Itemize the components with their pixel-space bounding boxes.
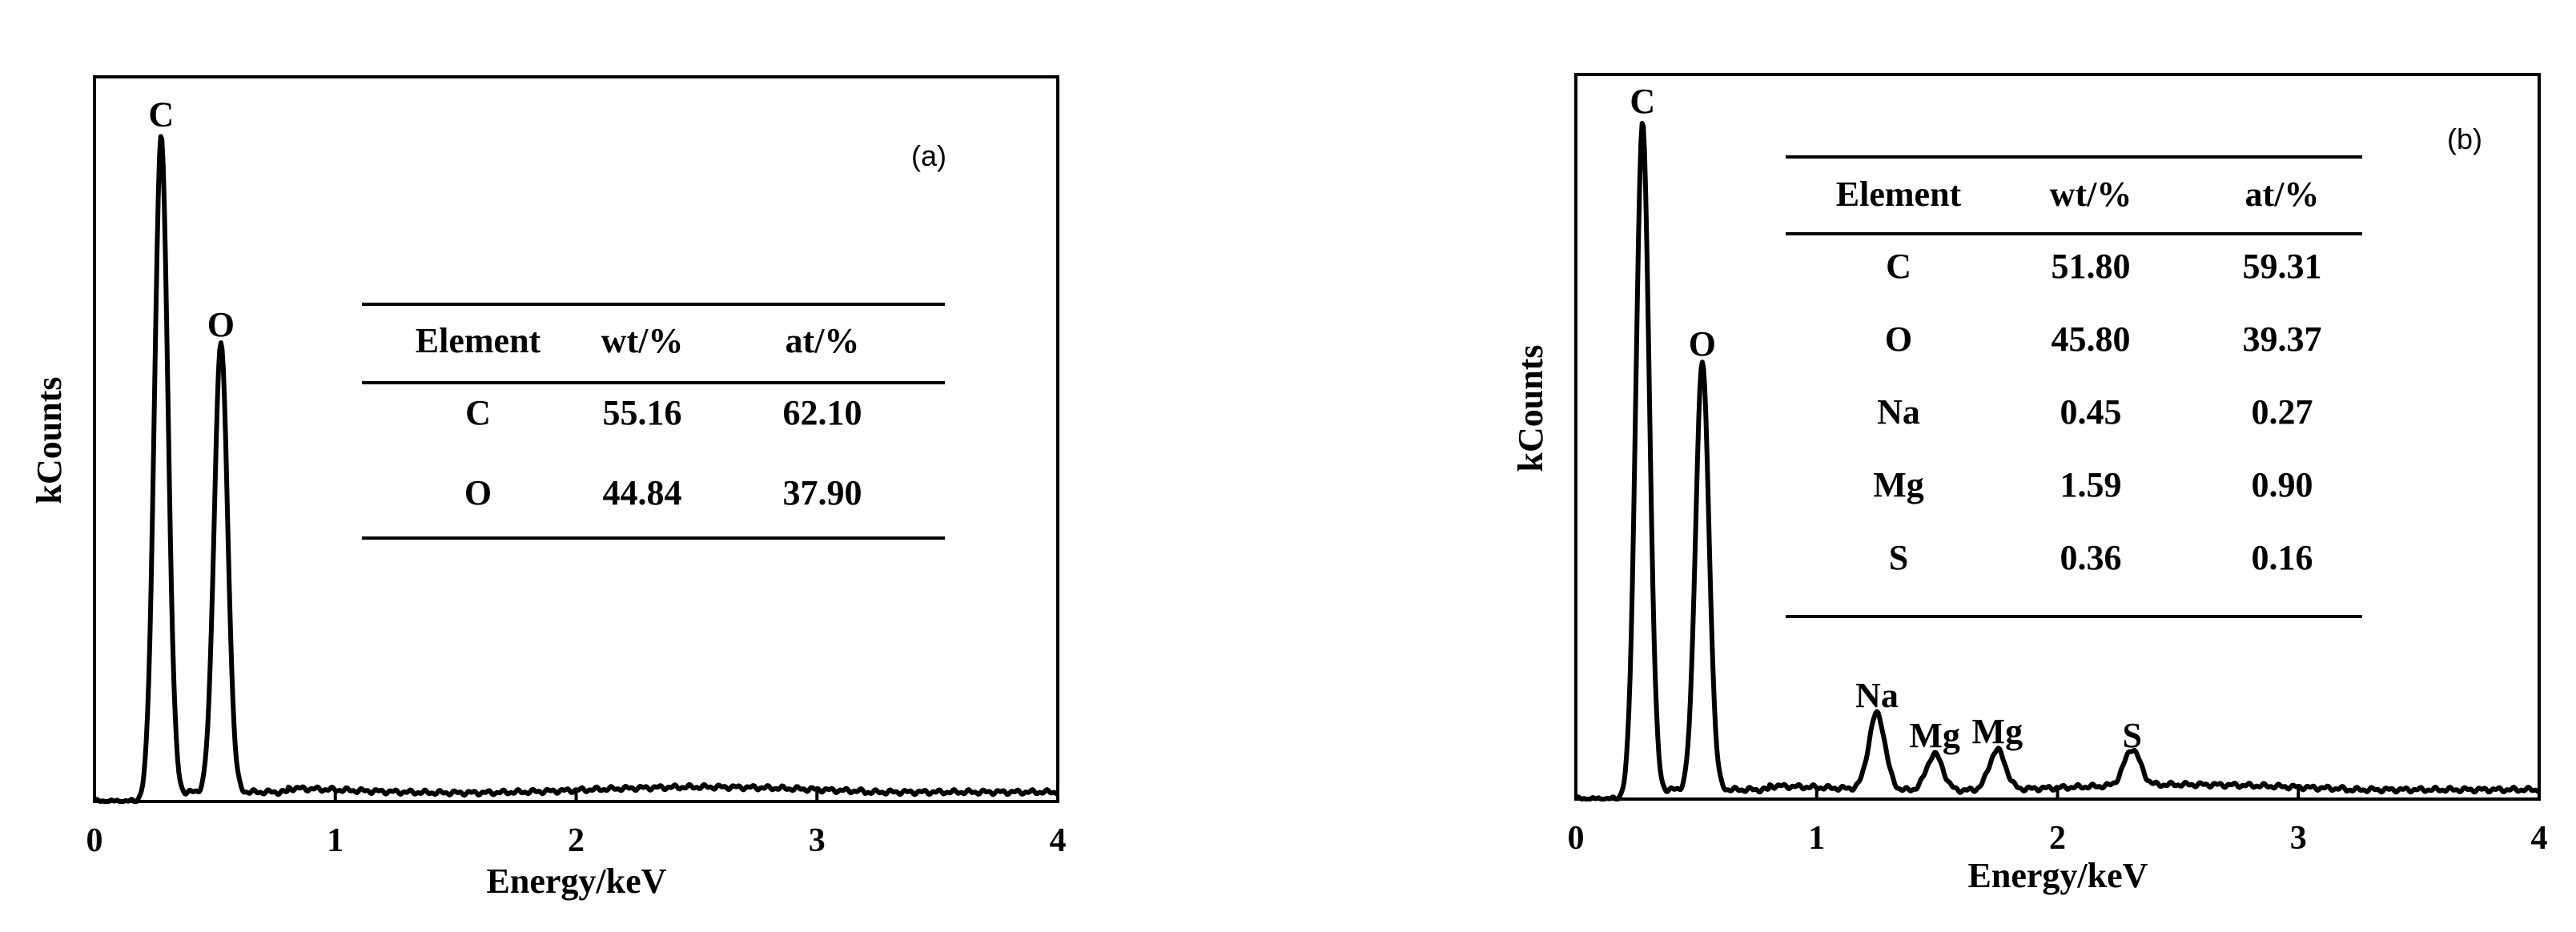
peak-label-na: Na [1855, 676, 1899, 715]
panel-label: (a) [911, 139, 946, 172]
x-tick-label: 1 [1808, 820, 1825, 857]
x-tick-label: 0 [86, 822, 103, 859]
x-tick-label: 4 [1050, 822, 1067, 859]
table-cell: 0.16 [2252, 538, 2313, 577]
table-cell: 55.16 [603, 393, 682, 432]
table-cell: O [1885, 319, 1912, 359]
table-cell: Na [1877, 392, 1920, 432]
table-row: C 55.16 62.10 [465, 393, 862, 432]
x-axis-title: Energy/keV [487, 862, 667, 901]
table-cell: 45.80 [2052, 319, 2131, 359]
peak-label-s: S [2122, 716, 2141, 755]
table-row: O 44.84 37.90 [464, 473, 862, 512]
peak-label-o: O [1689, 324, 1716, 364]
x-tick-label: 3 [2290, 820, 2307, 857]
table-cell: 0.36 [2060, 538, 2122, 577]
x-tick-label: 2 [568, 822, 585, 859]
peak-labels: CO [148, 94, 235, 343]
table-cell: 0.27 [2252, 392, 2313, 432]
table-cell: 59.31 [2243, 247, 2322, 286]
table-cell: C [465, 393, 491, 432]
plot-frame [93, 75, 1059, 803]
table-cell: 0.45 [2060, 392, 2122, 432]
table-header: wt/% [601, 321, 684, 360]
peak-label-c: C [148, 94, 174, 134]
table-cell: 51.80 [2052, 247, 2131, 286]
peak-label-mg: Mg [1909, 716, 1960, 755]
peak-label-o: O [207, 305, 235, 344]
table-cell: 39.37 [2243, 319, 2322, 359]
x-tick-label: 1 [327, 822, 344, 859]
x-tick-label: 0 [1568, 820, 1585, 857]
table-row: S 0.36 0.16 [1889, 538, 2313, 577]
table-cell: C [1886, 247, 1911, 286]
table-cell: 1.59 [2060, 465, 2122, 504]
table-cell: 0.90 [2252, 465, 2313, 504]
table-cell: Mg [1873, 465, 1924, 504]
table-cell: O [464, 473, 492, 512]
table-row: Mg 1.59 0.90 [1873, 465, 2313, 504]
table-cell: S [1889, 538, 1908, 577]
table-cell: 37.90 [783, 473, 862, 512]
spectrum-line [92, 134, 1059, 804]
peak-label-c: C [1630, 82, 1655, 121]
y-axis-title: kCounts [30, 377, 69, 504]
table-row: C 51.80 59.31 [1886, 247, 2321, 286]
table-row: O 45.80 39.37 [1885, 319, 2322, 359]
table-header: at/% [2245, 175, 2320, 214]
table-header: wt/% [2050, 175, 2132, 214]
x-tick-label: 4 [2531, 820, 2548, 857]
y-axis-title: kCounts [1511, 345, 1550, 472]
peak-label-mg: Mg [1972, 712, 2023, 751]
x-tick-labels: 0 1 2 3 4 [86, 822, 1067, 859]
table-row: Na 0.45 0.27 [1877, 392, 2313, 432]
x-axis-title: Energy/keV [1968, 856, 2148, 895]
table-cell: 62.10 [783, 393, 862, 432]
table-header: at/% [786, 321, 860, 360]
table-header: Element [416, 321, 541, 360]
x-tick-label: 2 [2049, 820, 2066, 857]
panel-label: (b) [2447, 123, 2482, 155]
table-header: Element [1836, 175, 1962, 214]
x-tick-label: 3 [809, 822, 826, 859]
spectrum-line [1573, 121, 2541, 801]
x-tick-labels: 0 1 2 3 4 [1568, 820, 2548, 857]
table-cell: 44.84 [603, 473, 682, 512]
composition-table: Element wt/% at/% C 51.80 59.31 O 45.80 39.37 Na 0… [1786, 155, 2362, 618]
composition-table: Element wt/% at/% C 55.16 62.10 O 44.84 37.90 [362, 303, 945, 540]
